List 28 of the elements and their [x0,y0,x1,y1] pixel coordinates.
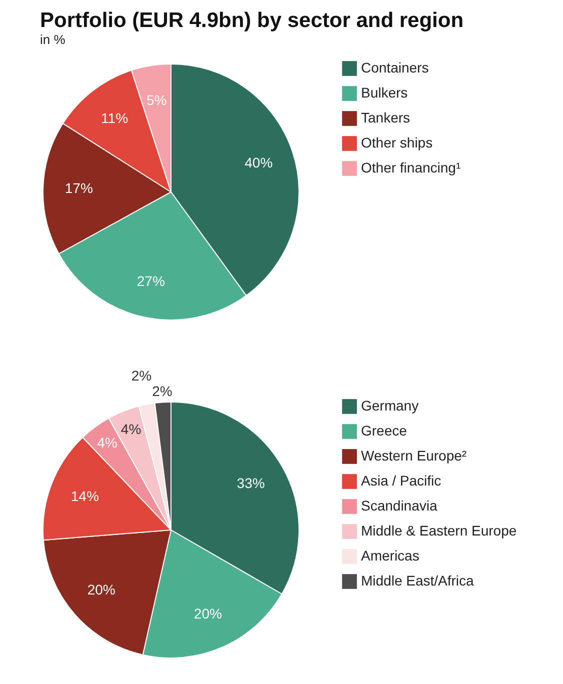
legend-label: Western Europe² [361,448,467,464]
legend-label: Germany [361,398,419,414]
chart-subtitle: in % [40,32,66,47]
legend-label: Asia / Pacific [361,472,442,488]
data-label: 2% [152,383,172,400]
data-label: 2% [131,368,152,384]
data-label: 20% [87,581,116,598]
legend-label: Scandinavia [361,498,438,514]
legend-label: Americas [361,548,420,564]
legend-label: Other financing¹ [361,160,461,176]
legend-label: Middle East/Africa [361,572,474,588]
legend-label: Other ships [361,134,433,150]
data-label: 20% [194,605,222,622]
data-label: 27% [136,272,165,289]
data-label: 4% [120,421,142,438]
data-label: 11% [101,110,128,126]
data-label: 33% [236,474,265,491]
legend-label: Tankers [361,110,410,126]
legend-label: Greece [361,422,408,438]
data-label: 4% [97,434,118,450]
data-label: 14% [70,488,99,504]
data-label: 40% [244,154,273,171]
legend-label: Containers [361,60,429,76]
chart-title: Portfolio (EUR 4.9bn) by sector and region [40,9,464,32]
legend-label: Middle & Eastern Europe [361,522,517,538]
legend-label: Bulkers [361,84,408,100]
data-label: 5% [146,92,167,108]
data-label: 17% [64,180,93,196]
